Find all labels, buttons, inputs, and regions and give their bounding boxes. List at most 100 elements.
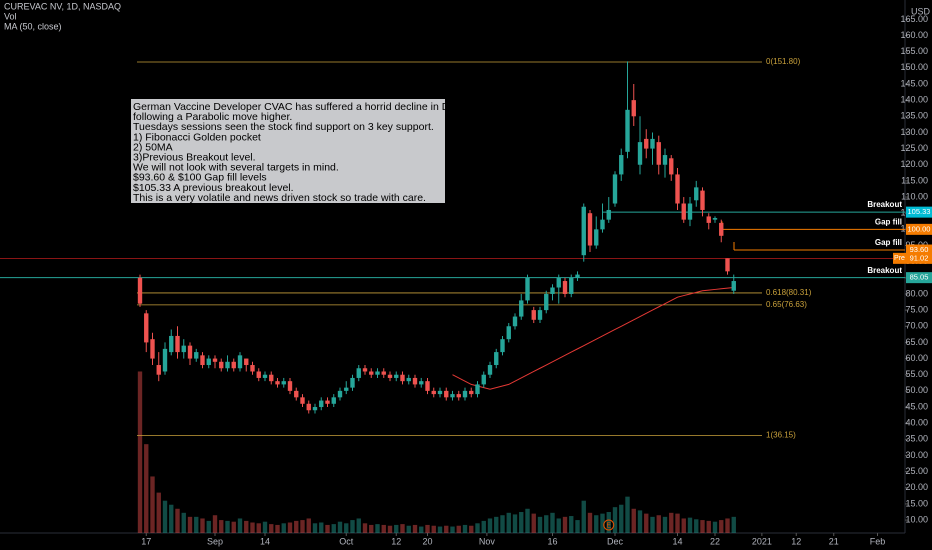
volume-bar	[706, 520, 711, 533]
candle-body	[487, 365, 493, 375]
candle-body	[506, 326, 511, 340]
candle-body	[281, 381, 286, 385]
candle-body	[375, 371, 380, 375]
candle-body	[256, 371, 261, 378]
volume-bar	[356, 518, 361, 533]
volume-bar	[306, 518, 311, 533]
volume-bar	[500, 515, 505, 533]
volume-bar	[625, 496, 630, 533]
volume-bar	[387, 525, 393, 533]
candle-body	[181, 345, 186, 353]
candle-body	[562, 281, 568, 294]
price-tag-label: 100.00	[908, 224, 931, 233]
volume-bar	[556, 518, 561, 533]
x-tick-label: Feb	[870, 536, 886, 546]
volume-bar	[687, 517, 693, 533]
volume-bar	[450, 526, 455, 533]
legend-item: Vol	[4, 11, 17, 21]
volume-bar	[550, 512, 555, 533]
fib-label: 0.618(80.31)	[766, 288, 812, 297]
price-tag-prefix	[893, 252, 906, 264]
volume-bar	[512, 514, 518, 533]
y-tick-label: 165.00	[900, 14, 928, 24]
volume-bar	[169, 504, 174, 533]
price-tag-label: 93.60	[910, 245, 929, 254]
candle-body	[369, 371, 374, 375]
volume-bar	[381, 524, 386, 533]
volume-bar	[700, 520, 705, 533]
candle-body	[269, 374, 274, 382]
volume-bar	[250, 522, 255, 533]
annotation-line: German Vaccine Developer CVAC has suffer…	[133, 101, 491, 113]
x-tick-label: 21	[829, 536, 839, 546]
candle-body	[319, 400, 324, 408]
x-tick-label: 22	[710, 536, 720, 546]
annotation-line: Tuesdays sessions seen the stock find su…	[133, 121, 434, 133]
candle-body	[169, 335, 174, 353]
candle-body	[725, 258, 730, 272]
candle-body	[556, 277, 561, 288]
volume-bar	[669, 512, 674, 533]
volume-bar	[562, 516, 568, 533]
fib-label: 1(36.15)	[766, 431, 796, 440]
candle-body	[200, 355, 205, 366]
level-label: Breakout	[867, 266, 902, 275]
candle-body	[387, 374, 393, 378]
volume-bar	[375, 524, 380, 533]
volume-bar	[531, 513, 536, 533]
moving-average	[452, 287, 734, 390]
volume-bar	[606, 512, 611, 533]
candle-body	[194, 352, 199, 359]
candle-body	[431, 390, 436, 395]
volume-bar	[344, 523, 349, 533]
x-tick-label: Sep	[207, 536, 223, 546]
volume-bar	[462, 524, 468, 533]
candle-body	[675, 174, 680, 204]
volume-bar	[187, 516, 193, 533]
volume-bar	[694, 519, 699, 533]
volume-bar	[237, 518, 243, 533]
volume-bar	[144, 444, 149, 533]
volume-bar	[162, 500, 168, 533]
volume-bar	[206, 520, 211, 533]
volume-bar	[444, 525, 449, 533]
volume-bar	[469, 525, 474, 533]
volume-bar	[225, 520, 230, 533]
candle-body	[231, 361, 236, 369]
fib-label: 0(151.80)	[766, 57, 801, 66]
volume-bar	[350, 520, 355, 533]
x-tick-label: 14	[260, 536, 270, 546]
volume-bar	[506, 512, 511, 533]
candle-body	[456, 394, 461, 398]
candle-body	[406, 377, 411, 382]
y-tick-label: 150.00	[900, 62, 928, 72]
volume-bar	[219, 520, 224, 533]
x-tick-label: 20	[422, 536, 432, 546]
earnings-marker	[603, 519, 615, 531]
volume-bar	[481, 520, 486, 533]
candle-body	[731, 281, 736, 291]
volume-bar	[519, 512, 524, 533]
y-tick-label: 115.00	[901, 175, 928, 185]
candle-body	[694, 187, 699, 201]
volume-bar	[244, 520, 249, 533]
candle-body	[300, 397, 305, 404]
candle-body	[244, 358, 249, 366]
volume-bar	[425, 524, 430, 533]
volume-bar	[437, 526, 443, 533]
candle-body	[212, 358, 218, 362]
volume-bar	[319, 522, 324, 533]
candle-body	[306, 403, 311, 411]
candle-body	[669, 158, 674, 175]
y-tick-label: 80.00	[905, 288, 928, 298]
volume-bar	[281, 523, 286, 533]
volume-bar	[619, 504, 624, 533]
price-tag	[906, 272, 932, 284]
candle-body	[275, 381, 280, 385]
price-tag-label: 85.05	[910, 273, 929, 282]
volume-bar	[194, 516, 199, 533]
volume-bar	[475, 523, 480, 533]
candle-body	[525, 277, 530, 301]
